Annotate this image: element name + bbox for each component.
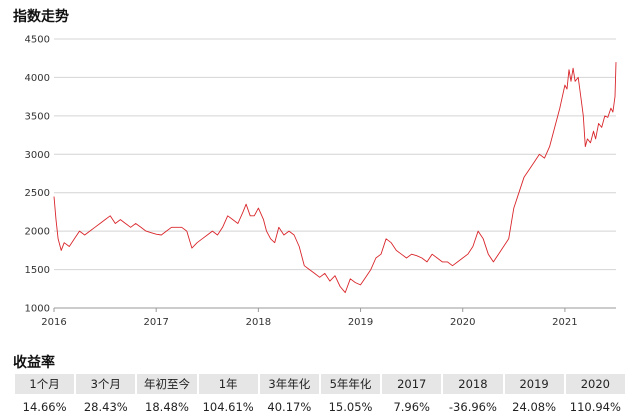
y-tick-label: 1000 [25, 304, 50, 315]
returns-value-cell: 28.43% [83, 400, 128, 414]
y-tick-label: 3500 [25, 111, 50, 122]
returns-value-cell: 24.08% [512, 400, 557, 414]
returns-header-cell: 2020 [565, 374, 625, 394]
index-series-line [53, 62, 617, 294]
x-tick-label: 2021 [552, 317, 577, 328]
y-tick-label: 3000 [25, 150, 50, 161]
returns-header-cell: 2018 [443, 374, 503, 394]
y-tick-label: 2000 [25, 227, 50, 238]
x-tick-label: 2017 [143, 317, 168, 328]
x-tick-label: 2019 [348, 317, 373, 328]
x-tick-label: 2020 [450, 317, 475, 328]
returns-value-cell: 110.94% [569, 400, 621, 414]
grid [54, 38, 616, 309]
returns-header-cell: 1年 [198, 374, 258, 394]
returns-table: 1个月 3个月 年初至今 1年 3年年化 5年年化 2017 2018 2019 2020 14.… [13, 374, 627, 417]
returns-value-row: 14.66% 28.43% 18.48% 104.61% 40.17% 15.05% 7.9… [15, 394, 625, 417]
returns-header-cell: 3年年化 [259, 374, 319, 394]
x-tick-label: 2018 [246, 317, 271, 328]
y-tick-label: 1500 [25, 265, 50, 276]
returns-value-cell: 40.17% [267, 400, 312, 414]
x-tick-label: 2016 [41, 317, 66, 328]
returns-value-cell: 18.48% [145, 400, 189, 414]
returns-header-row: 1个月 3个月 年初至今 1年 3年年化 5年年化 2017 2018 2019 2020 [15, 374, 625, 394]
axes: 1000 1500 2000 2500 3000 3500 4000 4500 2016 2017… [25, 35, 578, 329]
chart-title: 指数走势 [13, 9, 69, 25]
returns-header-cell: 5年年化 [320, 374, 381, 394]
index-trend-chart: 1000 1500 2000 2500 3000 3500 4000 4500 2016 2017… [25, 35, 617, 329]
returns-header-cell: 1个月 [15, 374, 75, 394]
returns-value-cell: 15.05% [328, 400, 373, 414]
y-tick-label: 4000 [25, 73, 50, 84]
returns-header-cell: 年初至今 [137, 374, 197, 394]
returns-header-cell: 2019 [504, 374, 564, 394]
returns-value-cell: 7.96% [393, 400, 430, 414]
series-layer [53, 62, 617, 294]
returns-header-cell: 2017 [382, 374, 442, 394]
returns-value-cell: 14.66% [22, 400, 67, 414]
y-tick-label: 4500 [25, 35, 50, 46]
returns-header-cell: 3个月 [76, 374, 136, 394]
y-tick-label: 2500 [25, 188, 50, 199]
returns-value-cell: -36.96% [448, 400, 497, 414]
returns-value-cell: 104.61% [202, 400, 254, 414]
returns-title: 收益率 [13, 355, 55, 371]
